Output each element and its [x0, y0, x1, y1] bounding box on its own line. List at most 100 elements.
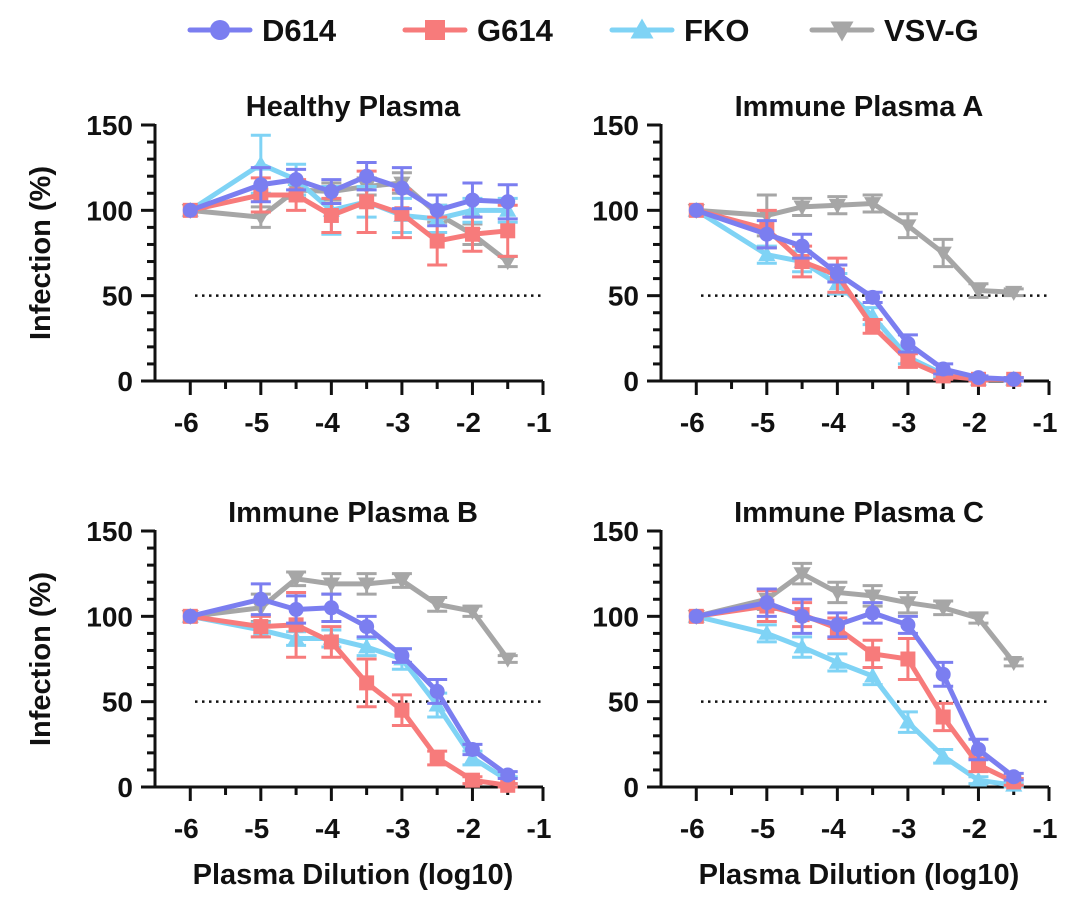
- legend-item-g614: G614: [402, 13, 554, 48]
- data-point: [969, 611, 988, 627]
- data-point: [429, 750, 445, 766]
- data-point: [253, 619, 269, 635]
- legend-label: G614: [477, 13, 554, 48]
- series-d614: [182, 582, 518, 783]
- data-point: [828, 653, 846, 669]
- data-point: [970, 370, 986, 386]
- data-point: [359, 619, 375, 635]
- data-point: [759, 226, 775, 242]
- data-point: [865, 605, 881, 621]
- data-point: [464, 226, 480, 242]
- x-tick-label: -5: [244, 407, 269, 438]
- legend-label: D614: [262, 13, 337, 48]
- data-point: [429, 202, 445, 218]
- data-point: [829, 617, 845, 633]
- data-point: [1005, 285, 1023, 301]
- series-line: [189, 613, 510, 783]
- data-point: [794, 238, 810, 254]
- y-tick-label: 0: [623, 772, 639, 803]
- x-tick-label: -6: [680, 407, 705, 438]
- data-point: [934, 601, 952, 617]
- data-point: [759, 595, 775, 611]
- x-tick-label: -2: [962, 813, 987, 844]
- y-tick-label: 100: [86, 601, 133, 632]
- legend-item-d614: D614: [187, 13, 337, 48]
- panel-title: Healthy Plasma: [246, 91, 461, 123]
- data-point: [463, 604, 482, 620]
- panel-title: Immune Plasma B: [228, 497, 478, 529]
- x-tick-label: -3: [385, 813, 410, 844]
- data-point: [865, 646, 881, 662]
- data-point: [935, 666, 951, 682]
- data-point: [322, 577, 340, 593]
- data-point: [970, 741, 986, 757]
- data-point: [500, 194, 516, 210]
- data-point: [899, 219, 917, 235]
- legend-label: VSV-G: [884, 13, 979, 48]
- data-point: [1005, 656, 1023, 672]
- legend-item-vsv-g: VSV-G: [809, 13, 979, 48]
- y-tick-label: 0: [117, 366, 133, 397]
- data-point: [899, 596, 917, 612]
- data-point: [499, 255, 517, 271]
- data-point: [253, 177, 269, 193]
- x-tick-label: -1: [1033, 813, 1058, 844]
- axes: [153, 124, 543, 383]
- data-point: [429, 233, 445, 249]
- data-point: [828, 586, 846, 602]
- x-tick-label: -4: [315, 407, 340, 438]
- data-point: [899, 713, 917, 729]
- x-tick-label: -5: [750, 407, 775, 438]
- y-tick-label: 50: [608, 687, 639, 718]
- data-point: [900, 335, 916, 351]
- legend: D614 G614 FKO VSV-G: [187, 13, 979, 48]
- data-point: [464, 192, 480, 208]
- data-point: [864, 589, 882, 605]
- x-tick-label: -2: [456, 813, 481, 844]
- panel-healthy-plasma: Healthy Plasma 0 50 100 150 -6 -5 -4 -3 -2 -1 Infec…: [25, 91, 551, 438]
- legend-marker: [210, 20, 230, 40]
- panel-title: Immune Plasma A: [735, 91, 984, 123]
- series-line: [696, 201, 1014, 295]
- x-tick-label: -4: [821, 813, 846, 844]
- y-tick-label: 50: [102, 281, 133, 312]
- y-axis-label: Infection (%): [25, 572, 57, 746]
- data-point: [1006, 769, 1022, 785]
- data-point: [428, 598, 446, 614]
- data-point: [288, 602, 304, 618]
- data-point: [688, 202, 704, 218]
- y-tick-label: 150: [592, 516, 639, 547]
- x-axis-label: Plasma Dilution (log10): [699, 859, 1020, 891]
- data-point: [864, 667, 882, 683]
- x-tick-label: -1: [527, 813, 552, 844]
- data-point: [900, 353, 916, 369]
- x-tick-label: -6: [174, 407, 199, 438]
- y-tick-label: 100: [86, 195, 133, 226]
- data-point: [793, 638, 811, 654]
- y-tick-label: 0: [117, 772, 133, 803]
- y-tick-label: 100: [592, 601, 639, 632]
- x-tick-label: -1: [1033, 407, 1058, 438]
- legend-marker: [425, 20, 445, 40]
- data-point: [323, 600, 339, 616]
- data-point: [359, 194, 375, 210]
- data-point: [794, 608, 810, 624]
- y-axis-label: Infection (%): [25, 166, 57, 340]
- data-point: [865, 318, 881, 334]
- data-point: [900, 617, 916, 633]
- y-tick-label: 50: [608, 281, 639, 312]
- data-point: [287, 572, 305, 588]
- x-tick-label: -5: [244, 813, 269, 844]
- data-point: [828, 198, 846, 214]
- data-point: [358, 638, 376, 654]
- x-tick-label: -2: [456, 407, 481, 438]
- x-tick-label: -1: [527, 407, 552, 438]
- data-point: [935, 709, 951, 725]
- x-axis-label: Plasma Dilution (log10): [193, 859, 514, 891]
- y-tick-label: 150: [592, 110, 639, 141]
- panel-immune-plasma-c: Immune Plasma C 0 50 100 150 -6 -5 -4 -3 -2 -1 Plas…: [592, 497, 1057, 891]
- data-point: [758, 624, 776, 640]
- x-tick-label: -2: [962, 407, 987, 438]
- data-point: [500, 767, 516, 783]
